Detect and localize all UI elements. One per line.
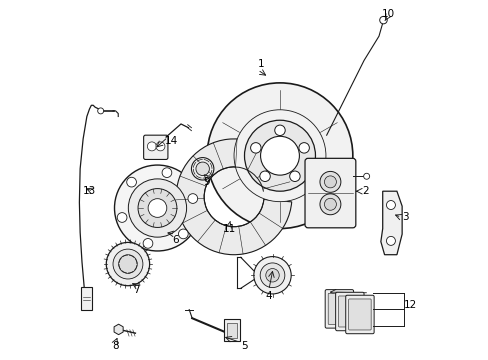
Circle shape <box>260 263 285 288</box>
Text: 14: 14 <box>164 136 178 146</box>
FancyBboxPatch shape <box>226 323 237 338</box>
Circle shape <box>191 158 213 180</box>
Circle shape <box>319 194 340 215</box>
Text: 11: 11 <box>223 224 236 234</box>
Circle shape <box>148 199 166 217</box>
Circle shape <box>106 242 149 286</box>
Circle shape <box>156 142 164 151</box>
Circle shape <box>324 198 336 210</box>
Circle shape <box>259 171 270 181</box>
Circle shape <box>162 168 171 177</box>
Text: 1: 1 <box>258 59 264 69</box>
Polygon shape <box>380 191 401 255</box>
Text: 10: 10 <box>381 9 394 19</box>
Text: 12: 12 <box>403 300 416 310</box>
FancyBboxPatch shape <box>338 296 360 327</box>
Text: 13: 13 <box>82 186 96 196</box>
Text: 7: 7 <box>133 285 139 295</box>
Circle shape <box>319 171 340 192</box>
Circle shape <box>126 177 136 187</box>
Text: 5: 5 <box>241 341 247 351</box>
FancyBboxPatch shape <box>305 158 355 228</box>
Circle shape <box>274 125 285 136</box>
Text: 6: 6 <box>172 235 178 245</box>
Circle shape <box>324 176 336 188</box>
Circle shape <box>244 120 315 191</box>
Circle shape <box>386 237 395 246</box>
FancyBboxPatch shape <box>81 287 92 310</box>
Circle shape <box>143 239 153 248</box>
Wedge shape <box>176 139 291 255</box>
FancyBboxPatch shape <box>335 292 363 331</box>
Circle shape <box>187 194 197 203</box>
Text: 9: 9 <box>203 177 210 187</box>
Text: 2: 2 <box>362 186 368 196</box>
Polygon shape <box>114 324 123 335</box>
FancyBboxPatch shape <box>327 293 350 324</box>
Circle shape <box>113 249 142 279</box>
Circle shape <box>253 257 290 294</box>
Circle shape <box>114 165 200 251</box>
Circle shape <box>386 201 395 210</box>
Text: 3: 3 <box>401 212 407 222</box>
Circle shape <box>289 171 300 181</box>
Circle shape <box>298 143 309 153</box>
FancyBboxPatch shape <box>345 295 373 334</box>
Text: 4: 4 <box>265 291 271 301</box>
Circle shape <box>138 189 177 228</box>
Circle shape <box>119 255 137 273</box>
FancyBboxPatch shape <box>348 299 370 330</box>
Circle shape <box>207 83 352 229</box>
Circle shape <box>196 162 209 176</box>
Circle shape <box>147 142 156 151</box>
Text: 8: 8 <box>112 341 119 351</box>
Circle shape <box>379 17 386 24</box>
Circle shape <box>250 143 261 153</box>
Circle shape <box>260 136 299 175</box>
Circle shape <box>128 179 186 237</box>
Circle shape <box>265 269 279 282</box>
Circle shape <box>117 213 127 222</box>
FancyBboxPatch shape <box>224 319 240 341</box>
Circle shape <box>178 229 188 239</box>
Circle shape <box>98 108 103 114</box>
Circle shape <box>363 173 369 179</box>
FancyBboxPatch shape <box>143 135 167 159</box>
Circle shape <box>234 110 325 202</box>
FancyBboxPatch shape <box>325 290 353 328</box>
